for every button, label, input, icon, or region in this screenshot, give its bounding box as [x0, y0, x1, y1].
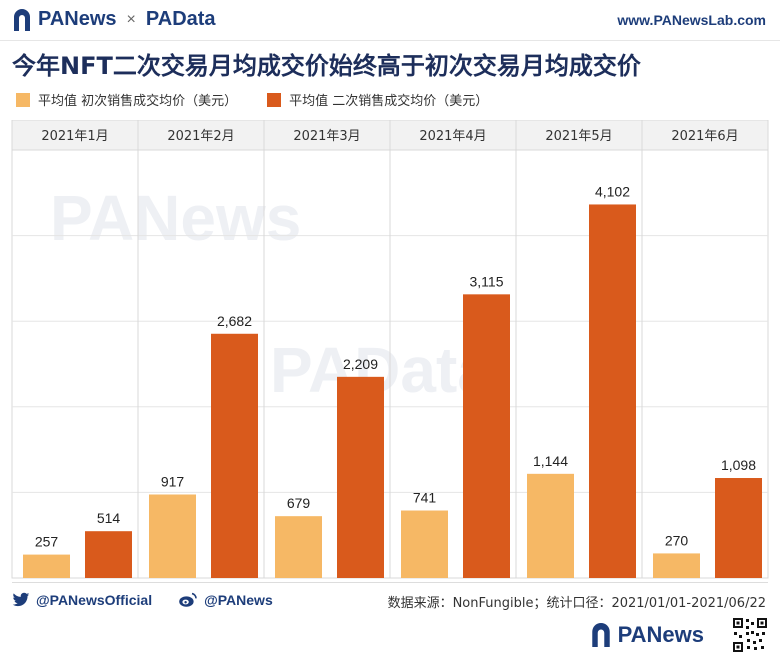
bar-secondary-sale: [211, 333, 258, 578]
bar-initial-sale: [527, 473, 574, 578]
bar-secondary-sale: [589, 204, 636, 578]
chart-legend: 平均值 初次销售成交均价（美元） 平均值 二次销售成交均价（美元）: [16, 90, 518, 109]
top-bar: PANews × PAData www.PANewsLab.com: [0, 0, 780, 41]
category-label: 2021年6月: [671, 129, 738, 144]
data-label: 1,144: [533, 453, 568, 469]
twitter-icon: [12, 592, 30, 607]
data-label: 514: [97, 510, 121, 526]
bar-initial-sale: [401, 510, 448, 578]
bar-initial-sale: [149, 494, 196, 578]
panews-logo-icon: [14, 8, 30, 31]
category-label: 2021年5月: [545, 129, 612, 144]
data-label: 741: [413, 490, 437, 506]
bottom-brand-text: PANews: [617, 622, 704, 647]
legend-label-secondary: 平均值 二次销售成交均价（美元）: [289, 94, 489, 109]
category-label: 2021年3月: [293, 129, 360, 144]
category-label: 2021年2月: [167, 129, 234, 144]
social-handles: @PANewsOfficial @PANews: [12, 592, 299, 608]
twitter-handle[interactable]: @PANewsOfficial: [12, 592, 152, 608]
data-label: 917: [161, 473, 185, 489]
bar-secondary-sale: [85, 531, 132, 578]
footer-divider: [12, 582, 768, 583]
panews-logo-icon-bottom: [591, 623, 610, 647]
brand-header: PANews × PAData: [12, 8, 216, 31]
data-label: 4,102: [595, 183, 630, 199]
data-label: 679: [287, 495, 311, 511]
website-link[interactable]: www.PANewsLab.com: [617, 12, 766, 28]
legend-label-primary: 平均值 初次销售成交均价（美元）: [38, 94, 238, 109]
brand-right: PAData: [145, 8, 216, 30]
bar-initial-sale: [275, 516, 322, 578]
watermark-text-1: PANews: [50, 182, 301, 254]
data-label: 257: [35, 534, 59, 550]
qr-code-icon[interactable]: [732, 617, 768, 653]
legend-swatch-primary: [16, 92, 30, 107]
category-label: 2021年4月: [419, 129, 486, 144]
bar-secondary-sale: [463, 294, 510, 578]
data-label: 2,682: [217, 313, 252, 329]
data-label: 1,098: [721, 457, 756, 473]
twitter-handle-text: @PANewsOfficial: [36, 592, 153, 608]
legend-swatch-secondary: [267, 92, 282, 107]
data-source: 数据来源：NonFungible；统计口径：2021/01/01-2021/06…: [387, 596, 766, 611]
data-label: 2,209: [343, 356, 378, 372]
category-label: 2021年1月: [41, 129, 108, 144]
data-label: 3,115: [470, 273, 504, 289]
chart-title: 今年NFT二次交易月均成交价始终高于初次交易月均成交价: [12, 52, 641, 80]
legend-item-secondary: 平均值 二次销售成交均价（美元）: [267, 90, 488, 109]
data-label: 270: [665, 532, 689, 548]
brand-left: PANews: [38, 8, 117, 30]
bar-initial-sale: [653, 553, 700, 578]
bar-secondary-sale: [715, 478, 762, 578]
bottom-brand: PANews: [590, 622, 704, 648]
bar-initial-sale: [23, 554, 70, 578]
weibo-handle[interactable]: @PANews: [178, 592, 273, 608]
brand-separator: ×: [126, 10, 136, 28]
weibo-icon: [179, 592, 197, 607]
legend-item-primary: 平均值 初次销售成交均价（美元）: [16, 90, 237, 109]
weibo-handle-text: @PANews: [204, 592, 273, 608]
bar-secondary-sale: [337, 376, 384, 578]
